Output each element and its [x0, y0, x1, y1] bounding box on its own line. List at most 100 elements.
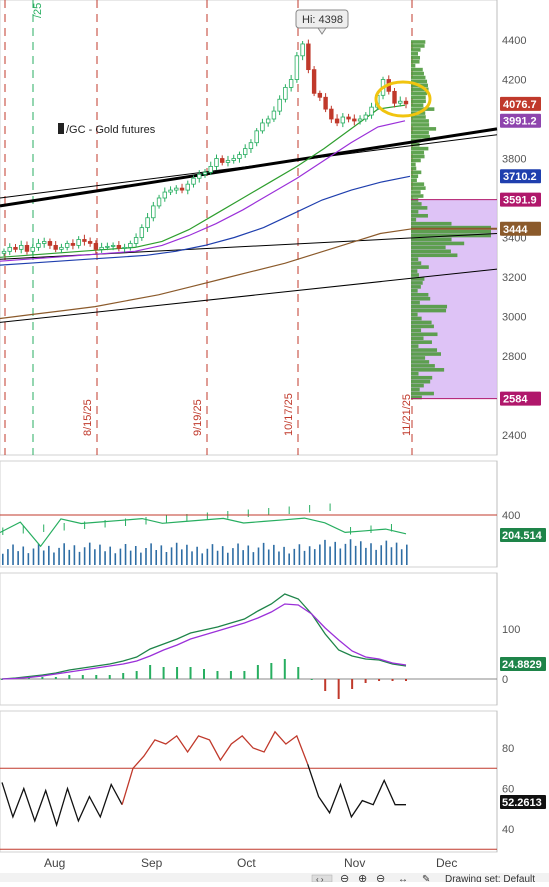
volume-profile-bar	[411, 99, 426, 104]
candle-body	[36, 243, 41, 248]
volume-bar	[334, 541, 337, 565]
volume-bar	[339, 548, 342, 565]
drawing-set-label: Drawing set: Default	[445, 874, 535, 882]
volume-bar	[406, 544, 408, 565]
volume-bar	[324, 539, 326, 565]
macd-histogram-bar	[243, 671, 246, 679]
macd-histogram-bar	[297, 667, 300, 679]
volume-bar	[232, 548, 234, 565]
volume-bar	[252, 552, 255, 565]
volume-bar	[329, 546, 331, 565]
macd-histogram-bar	[378, 679, 381, 681]
volume-profile-bar	[411, 379, 431, 384]
volume-bar	[257, 547, 260, 565]
volume-bar	[400, 549, 403, 565]
candle-body	[300, 43, 305, 57]
price-tag-label: 3591.9	[503, 195, 537, 207]
price-axis-tick: 4400	[502, 35, 526, 47]
candle-body	[1, 250, 7, 254]
volume-profile-bar	[411, 316, 422, 321]
candle-body	[363, 114, 368, 120]
candle-body	[139, 227, 145, 238]
price-axis-tick: 4200	[502, 75, 526, 87]
volume-profile-bar	[411, 340, 432, 344]
volume-profile-bar	[411, 296, 431, 301]
volume-profile-bar	[411, 395, 422, 400]
volume-profile-bar	[411, 289, 418, 293]
volume-profile-bar	[411, 182, 425, 186]
macd-histogram-bar	[270, 663, 273, 679]
candle-body	[329, 108, 334, 120]
macd-histogram-bar	[324, 679, 327, 691]
candle-body	[306, 43, 311, 71]
volume-bar	[283, 546, 285, 565]
volume-bar	[365, 547, 367, 565]
volume-profile-bar	[411, 229, 491, 234]
candle-body	[116, 244, 122, 249]
volume-profile-bar	[411, 332, 438, 337]
volume-profile-bar	[411, 285, 421, 289]
oscillator-tag-bg	[500, 795, 546, 809]
volume-bar	[88, 542, 91, 565]
volume-bar	[237, 543, 239, 565]
volume-bar	[370, 543, 372, 565]
volume-profile-bar	[411, 320, 432, 325]
volume-profile-bar	[411, 253, 458, 258]
macd-histogram-bar	[54, 677, 57, 679]
price-tag-bg	[500, 221, 541, 236]
candle-body	[346, 116, 351, 120]
candle-body	[191, 177, 196, 185]
volume-profile-bar	[411, 142, 420, 147]
volume-profile-bar	[411, 123, 430, 127]
volume-profile-bar	[411, 115, 426, 119]
price-tag-label: 3444	[503, 224, 528, 236]
volume-bar	[160, 545, 163, 565]
price-axis-tick: 3000	[502, 312, 526, 324]
volume-profile-bar	[411, 206, 428, 210]
volume-bar	[293, 548, 296, 565]
volume-bar	[288, 553, 290, 565]
volume-profile-bar	[411, 281, 423, 285]
zoom-in-icon: ⊕	[358, 873, 367, 882]
volume-profile-bar	[411, 59, 420, 64]
x-axis-month-label: Oct	[237, 856, 256, 870]
candle-body	[30, 246, 35, 252]
volume-profile-bar	[411, 127, 437, 131]
candle-body	[334, 118, 340, 124]
candle-body	[162, 191, 167, 199]
macd-histogram-bar	[203, 669, 205, 679]
volume-profile-bar	[411, 364, 435, 368]
volume-bar	[94, 549, 96, 565]
candle-body	[59, 246, 64, 250]
volume-profile-bar	[411, 269, 418, 273]
volume-profile-bar	[411, 277, 425, 281]
candle-body	[110, 244, 116, 247]
price-tag-bg	[500, 391, 541, 406]
fit-icon: ↔	[398, 874, 408, 882]
date-marker-label: 11/21/25	[401, 394, 413, 436]
volume-bar	[119, 548, 122, 565]
volume-profile-bar	[411, 213, 428, 218]
volume-profile-bar	[411, 166, 417, 171]
volume-bar	[385, 540, 388, 565]
candle-body	[151, 205, 156, 219]
volume-profile-bar	[411, 131, 429, 135]
macd-histogram-bar	[122, 673, 125, 679]
volume-profile-bar	[411, 40, 426, 44]
moving-average-line	[0, 175, 411, 266]
volume-bar	[186, 544, 188, 565]
volume-profile-bar	[411, 336, 424, 341]
volume-bar	[104, 551, 106, 565]
signal-line	[1, 603, 407, 680]
volume-tag-bg	[500, 528, 546, 542]
macd-histogram-bar	[41, 677, 44, 679]
macd-histogram-bar	[81, 675, 84, 679]
volume-bar	[319, 544, 321, 565]
candle-body	[369, 106, 374, 116]
candle-body	[70, 243, 76, 246]
trendline	[0, 268, 498, 323]
oscillator-tag-label: 52.2613	[502, 797, 542, 809]
moving-average-line	[0, 104, 406, 258]
